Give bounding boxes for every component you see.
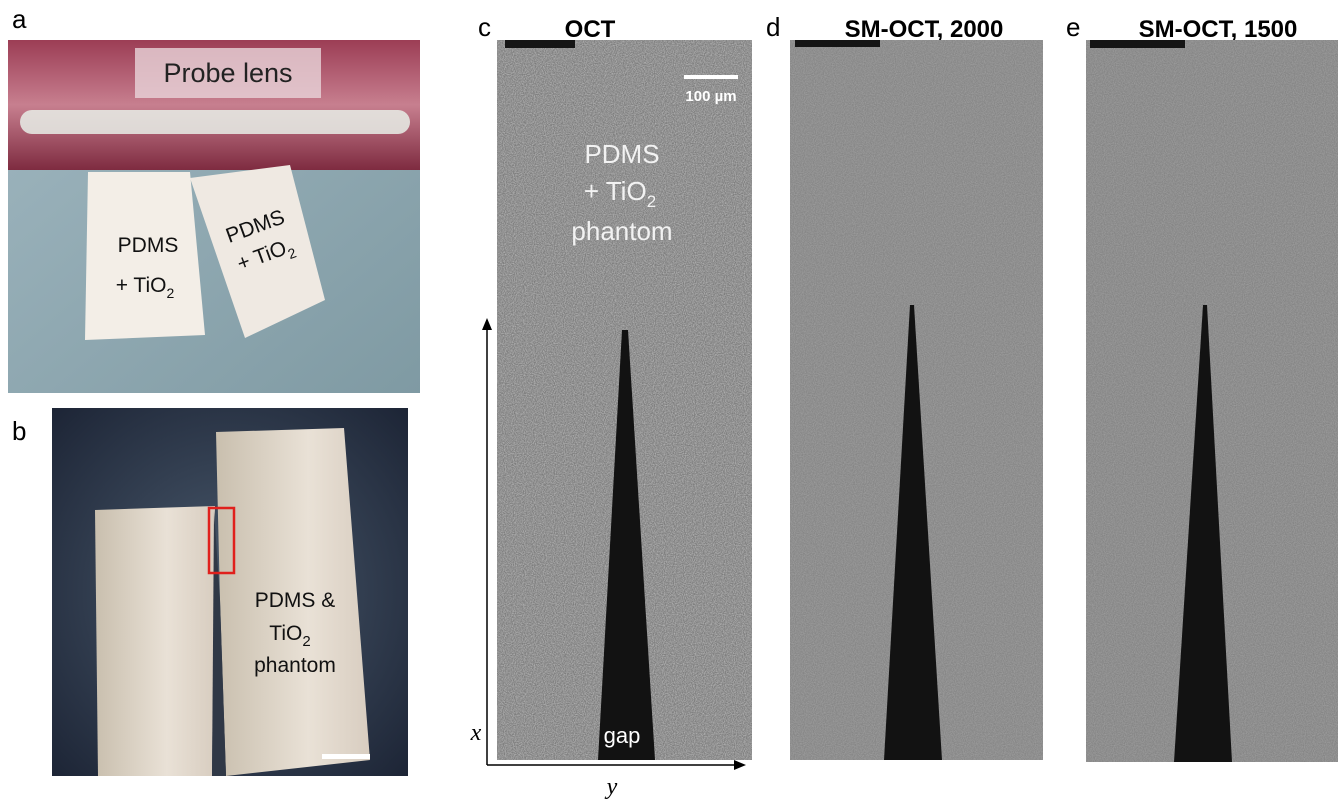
text-line: + TiO [116,274,167,297]
lens-highlight [20,110,410,134]
subscript: 2 [302,633,310,650]
gap-label: gap [604,723,641,748]
edge-shadow [1090,40,1185,48]
panel-title: SM-OCT, 1500 [1139,16,1298,43]
oct-image-d [790,40,1043,760]
body: {"panels": { "a": {"label": "a", "probe_… [0,0,1341,801]
text-line: PDMS [584,139,659,169]
scale-bar [684,75,738,79]
image-text: phantom [571,216,672,246]
panel-label: c [478,12,491,42]
image-text: PDMS [584,139,659,169]
subscript: 2 [647,192,656,211]
panel-label: b [12,416,26,446]
text-line: PDMS [118,234,179,257]
panel-title: SM-OCT, 2000 [845,16,1004,43]
axis-label: x [470,720,482,746]
arrow-head [734,760,746,770]
text-line: TiO [269,622,302,645]
panel-label: d [766,12,780,42]
arrow-head [482,318,492,330]
panel-title: OCT [565,16,616,43]
axis-label: y [605,774,618,800]
panel-label: a [12,4,27,34]
oct-image-e [1086,40,1338,762]
text-line: + TiO [584,176,647,206]
text-line: PDMS & [255,589,336,612]
sample-slab [95,506,215,776]
block-text: + TiO2 [116,274,175,301]
block-text: PDMS [118,234,179,257]
photo-b [52,408,408,776]
probe-label: Probe lens [163,58,292,88]
subscript: 2 [166,285,174,301]
scale-bar [322,754,370,759]
photo-a [8,40,420,393]
edge-shadow [505,40,575,48]
image-text: + TiO2 [584,176,656,211]
page: Figure html, body { margin: 0; padding: … [0,0,1341,801]
scale-label: 100 µm [685,88,736,105]
figure: a Probe lens PDMS + TiO2 PDMS + TiO2 b P… [0,0,1341,801]
text-line: phantom [254,654,336,677]
block-text: PDMS & [255,589,336,612]
block-text: phantom [254,654,336,677]
panel-label: e [1066,12,1080,42]
edge-shadow [795,40,880,47]
text-line: phantom [571,216,672,246]
